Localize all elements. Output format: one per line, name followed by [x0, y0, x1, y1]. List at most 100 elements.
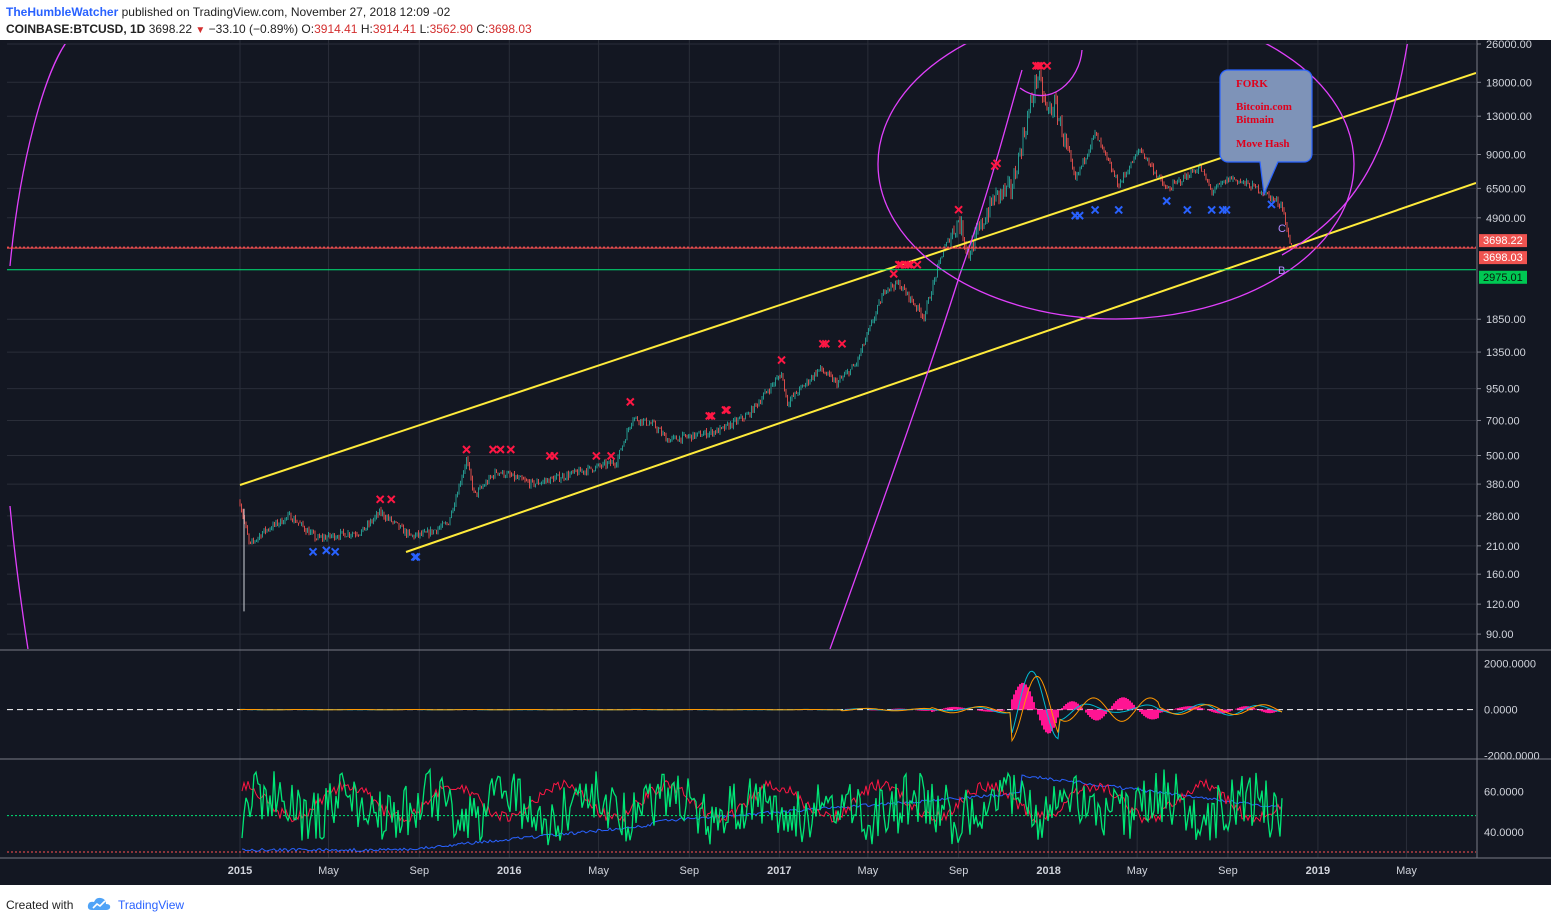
sell-marker — [894, 260, 904, 269]
y-tick-label: 280.00 — [1486, 511, 1520, 523]
sell-marker — [506, 445, 515, 454]
macd-y-label: 0.0000 — [1484, 705, 1518, 717]
macd-pane — [7, 670, 1476, 743]
wave-label-b: B — [1278, 265, 1285, 277]
buy-marker — [330, 547, 340, 557]
x-tick-label: 2017 — [767, 865, 791, 877]
tradingview-link[interactable]: TradingView — [118, 898, 185, 912]
y-tick-label: 1850.00 — [1486, 314, 1526, 326]
macd-y-label: 2000.0000 — [1484, 659, 1536, 671]
rsi-pane — [7, 767, 1476, 853]
sell-marker — [592, 451, 601, 461]
sell-marker — [913, 260, 922, 269]
x-tick-label: 2015 — [228, 865, 252, 877]
price-tag-label: 3698.22 — [1483, 235, 1523, 247]
y-tick-label: 26000.00 — [1486, 40, 1532, 51]
axes: 2015 May Sep 2016 May Sep 2017 May Sep 2018 May Sep… — [0, 40, 1551, 877]
y-tick-label: 90.00 — [1486, 629, 1514, 641]
footer: Created with TradingView — [0, 885, 1551, 922]
created-with-label: Created with — [6, 898, 74, 912]
y-tick-label: 700.00 — [1486, 415, 1520, 427]
sell-marker — [488, 445, 498, 454]
rsi-y-label: 40.0000 — [1484, 827, 1524, 839]
sell-marker — [818, 339, 828, 348]
fork-callout-bubble — [1219, 69, 1313, 197]
arc-rising — [829, 273, 961, 649]
symbol-label: COINBASE:BTCUSD, 1D — [6, 22, 146, 36]
x-tick-label: Sep — [949, 865, 969, 877]
callout-line3: Move Hash — [1236, 138, 1289, 150]
rsi-y-label: 60.0000 — [1484, 786, 1524, 798]
x-tick-label: May — [588, 865, 609, 877]
sell-marker — [904, 260, 913, 269]
price-tag — [1479, 251, 1527, 265]
chart-canvas[interactable]: 2015 May Sep 2016 May Sep 2017 May Sep 2018 May Sep… — [0, 40, 1551, 885]
x-tick-label: Sep — [409, 865, 429, 877]
y-tick-label: 120.00 — [1486, 599, 1520, 611]
last-price: 3698.22 — [148, 22, 193, 36]
macd-y-label: -2000.0000 — [1484, 751, 1540, 763]
buy-marker — [412, 552, 421, 562]
buy-marker — [1114, 205, 1123, 215]
y-tick-label: 9000.00 — [1486, 149, 1526, 161]
callout-line2: Bitmain — [1236, 114, 1274, 126]
sell-marker — [606, 451, 616, 461]
open-label: O: — [301, 22, 315, 36]
sell-marker — [626, 397, 635, 407]
buy-marker — [322, 546, 331, 555]
x-tick-label: Sep — [680, 865, 700, 877]
sell-marker — [550, 451, 559, 461]
y-tick-label: 6500.00 — [1486, 183, 1526, 195]
sell-marker — [705, 411, 714, 421]
arc-small — [1019, 49, 1083, 97]
author-link[interactable]: TheHumbleWatcher — [6, 5, 119, 19]
y-tick-label: 210.00 — [1486, 541, 1520, 553]
high-label: H: — [360, 22, 373, 36]
down-arrow-icon: ▼ — [195, 25, 206, 36]
sell-marker — [906, 260, 915, 269]
buy-marker — [1183, 205, 1192, 215]
sell-marker — [387, 495, 396, 504]
buy-marker — [1162, 196, 1171, 206]
y-tick-label: 950.00 — [1486, 384, 1520, 396]
arc-left-lower — [9, 505, 29, 649]
buy-marker — [1207, 205, 1216, 215]
x-tick-label: Sep — [1218, 865, 1238, 877]
sell-marker — [777, 355, 786, 365]
price-tag-label: 2975.01 — [1483, 272, 1523, 284]
sell-marker — [821, 339, 831, 348]
arc-left-upper — [9, 44, 67, 267]
low-label: L: — [419, 22, 430, 36]
chart-background — [0, 40, 1551, 885]
y-tick-label: 13000.00 — [1486, 111, 1532, 123]
buy-marker — [1222, 205, 1231, 215]
callout-line1: Bitcoin.com — [1236, 101, 1292, 113]
publish-line: TheHumbleWatcher published on TradingVie… — [6, 5, 450, 19]
x-tick-label: 2016 — [497, 865, 521, 877]
y-tick-label: 1350.00 — [1486, 347, 1526, 359]
price-change: −33.10 (−0.89%) — [208, 22, 299, 36]
x-tick-label: 2019 — [1306, 865, 1330, 877]
rsi-average-line — [241, 778, 1283, 824]
price-tag — [1479, 234, 1527, 248]
sell-marker — [722, 405, 732, 415]
buy-marker — [1267, 200, 1276, 209]
sell-marker — [721, 405, 730, 415]
sell-marker — [707, 411, 716, 421]
sell-marker — [992, 159, 1002, 168]
sell-marker — [889, 269, 898, 279]
sell-marker — [837, 339, 847, 348]
price-tag-label: 3698.03 — [1483, 252, 1523, 264]
x-tick-label: May — [318, 865, 339, 877]
close-label: C: — [476, 22, 489, 36]
rsi-line — [241, 767, 1283, 846]
y-tick-label: 160.00 — [1486, 569, 1520, 581]
buy-marker — [410, 552, 420, 562]
ohlc-line: COINBASE:BTCUSD, 1D 3698.22 ▼ −33.10 (−0… — [6, 22, 532, 36]
price-tag — [1479, 270, 1527, 284]
chart-header: TheHumbleWatcher published on TradingVie… — [0, 0, 1551, 40]
arc-ellipse — [877, 44, 1355, 320]
arc-right — [1281, 44, 1408, 256]
sell-marker — [496, 445, 505, 454]
